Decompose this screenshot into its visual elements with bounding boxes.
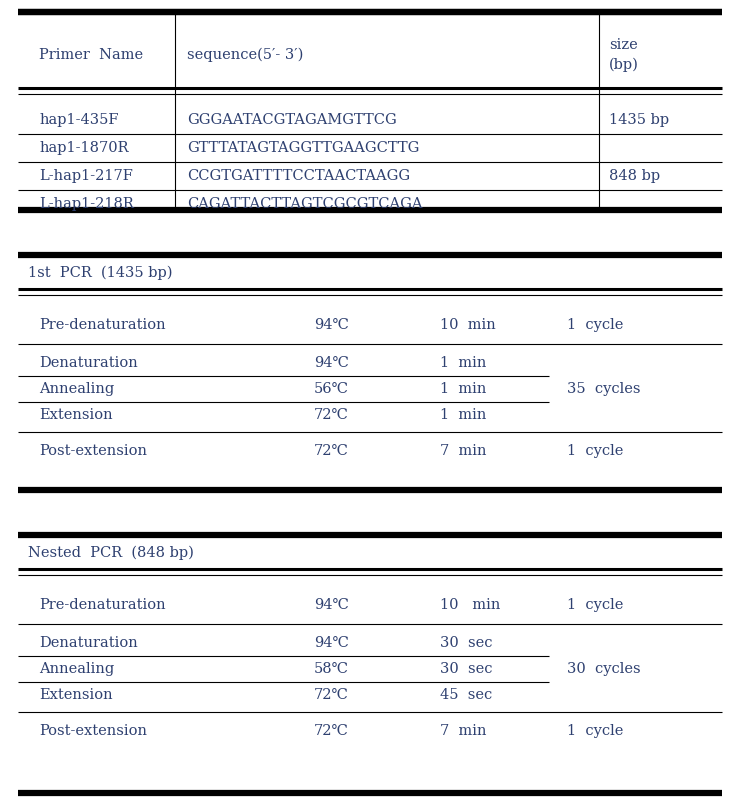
Text: Extension: Extension bbox=[39, 408, 112, 422]
Text: 72℃: 72℃ bbox=[314, 408, 349, 422]
Text: sequence(5′- 3′): sequence(5′- 3′) bbox=[187, 48, 303, 63]
Text: Extension: Extension bbox=[39, 688, 112, 702]
Text: 1  min: 1 min bbox=[440, 408, 487, 422]
Text: (bp): (bp) bbox=[609, 58, 639, 72]
Text: 1st  PCR  (1435 bp): 1st PCR (1435 bp) bbox=[28, 265, 172, 280]
Text: hap1-435F: hap1-435F bbox=[39, 113, 118, 127]
Text: CCGTGATTTTCCTAACTAAGG: CCGTGATTTTCCTAACTAAGG bbox=[187, 169, 410, 183]
Text: Nested  PCR  (848 bp): Nested PCR (848 bp) bbox=[28, 546, 194, 560]
Text: GTTTATAGTAGGTTGAAGCTTG: GTTTATAGTAGGTTGAAGCTTG bbox=[187, 141, 420, 155]
Text: L-hap1-218R: L-hap1-218R bbox=[39, 197, 134, 211]
Text: size: size bbox=[609, 38, 638, 52]
Text: 35  cycles: 35 cycles bbox=[567, 382, 641, 396]
Text: 56℃: 56℃ bbox=[314, 382, 349, 396]
Text: Annealing: Annealing bbox=[39, 382, 115, 396]
Text: 848 bp: 848 bp bbox=[609, 169, 661, 183]
Text: 10   min: 10 min bbox=[440, 598, 501, 612]
Text: 94℃: 94℃ bbox=[314, 318, 349, 332]
Text: L-hap1-217F: L-hap1-217F bbox=[39, 169, 133, 183]
Text: 10  min: 10 min bbox=[440, 318, 496, 332]
Text: 45  sec: 45 sec bbox=[440, 688, 493, 702]
Text: 1435 bp: 1435 bp bbox=[609, 113, 670, 127]
Text: 72℃: 72℃ bbox=[314, 688, 349, 702]
Text: GGGAATACGTAGAMGTTCG: GGGAATACGTAGAMGTTCG bbox=[187, 113, 397, 127]
Text: 94℃: 94℃ bbox=[314, 636, 349, 650]
Text: 1  cycle: 1 cycle bbox=[567, 444, 624, 458]
Text: 30  cycles: 30 cycles bbox=[567, 662, 641, 676]
Text: 1  cycle: 1 cycle bbox=[567, 598, 624, 612]
Text: Primer  Name: Primer Name bbox=[39, 48, 144, 62]
Text: 1  cycle: 1 cycle bbox=[567, 724, 624, 738]
Text: 1  min: 1 min bbox=[440, 382, 487, 396]
Text: Denaturation: Denaturation bbox=[39, 356, 138, 370]
Text: 72℃: 72℃ bbox=[314, 724, 349, 738]
Text: 1  min: 1 min bbox=[440, 356, 487, 370]
Text: Pre-denaturation: Pre-denaturation bbox=[39, 318, 166, 332]
Text: 1  cycle: 1 cycle bbox=[567, 318, 624, 332]
Text: CAGATTACTTAGTCGCGTCAGA: CAGATTACTTAGTCGCGTCAGA bbox=[187, 197, 423, 211]
Text: 7  min: 7 min bbox=[440, 444, 487, 458]
Text: Post-extension: Post-extension bbox=[39, 724, 147, 738]
Text: 58℃: 58℃ bbox=[314, 662, 349, 676]
Text: Pre-denaturation: Pre-denaturation bbox=[39, 598, 166, 612]
Text: 94℃: 94℃ bbox=[314, 598, 349, 612]
Text: Post-extension: Post-extension bbox=[39, 444, 147, 458]
Text: hap1-1870R: hap1-1870R bbox=[39, 141, 129, 155]
Text: 30  sec: 30 sec bbox=[440, 636, 493, 650]
Text: 30  sec: 30 sec bbox=[440, 662, 493, 676]
Text: 94℃: 94℃ bbox=[314, 356, 349, 370]
Text: 72℃: 72℃ bbox=[314, 444, 349, 458]
Text: Annealing: Annealing bbox=[39, 662, 115, 676]
Text: Denaturation: Denaturation bbox=[39, 636, 138, 650]
Text: 7  min: 7 min bbox=[440, 724, 487, 738]
